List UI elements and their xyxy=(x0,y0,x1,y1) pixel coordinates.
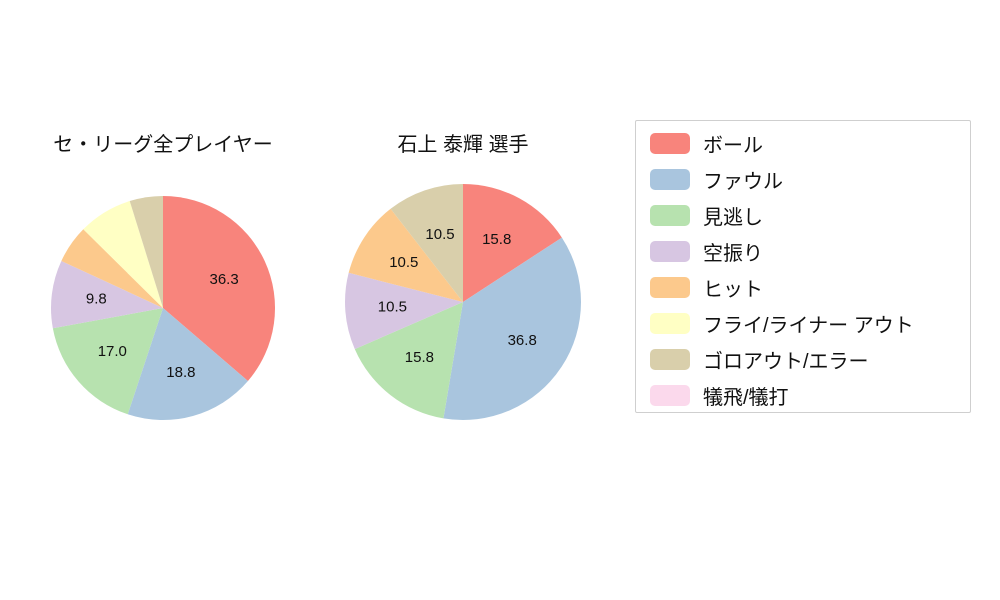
pie-slice xyxy=(354,302,463,419)
legend-item: フライ/ライナー アウト xyxy=(650,305,970,341)
legend-swatch xyxy=(650,276,690,298)
legend-label: ボール xyxy=(703,134,763,157)
pie-title-player: 石上 泰輝 選手 xyxy=(397,134,529,156)
pie-slice-value: 17.0 xyxy=(98,343,127,360)
pie-slice-value: 15.8 xyxy=(482,231,511,248)
pie-slice xyxy=(50,260,163,329)
legend-label: 見逃し xyxy=(703,206,763,229)
legend-swatch xyxy=(650,204,690,226)
legend-label: フライ/ライナー アウト xyxy=(703,315,914,338)
legend-item: ボール xyxy=(650,125,970,161)
legend-item: 見逃し xyxy=(650,197,970,233)
legend-label: 犠飛/犠打 xyxy=(703,387,789,410)
legend-box: ボールファウル見逃し空振りヒットフライ/ライナー アウト ゴロアウト/エラー 犠飛/… xyxy=(635,120,971,413)
pie-slice xyxy=(61,229,163,308)
legend-item: ゴロアウト/エラー xyxy=(650,342,970,378)
pie-chart-player: 15.8 36.8 15.8 10.5 10.5 10.5 xyxy=(345,184,581,420)
pie-slice-value: 36.8 xyxy=(508,332,537,349)
legend-item: ファウル xyxy=(650,161,970,197)
pie-slice-value: 10.5 xyxy=(425,226,454,243)
pie-title-league: セ・リーグ全プレイヤー xyxy=(53,134,273,156)
pie-slice xyxy=(348,208,463,302)
pie-slice-value: 36.3 xyxy=(209,271,238,288)
legend-item: 犠飛/犠打 xyxy=(650,378,970,414)
pie-slice-value: 10.5 xyxy=(378,299,407,316)
pie-slice xyxy=(83,201,163,308)
legend-swatch xyxy=(650,132,690,154)
pie-slice xyxy=(163,196,276,382)
legend-item: 空振り xyxy=(650,233,970,269)
pie-slice xyxy=(129,196,163,308)
legend-swatch xyxy=(650,313,690,335)
legend-item: ヒット xyxy=(650,269,970,305)
pie-chart-league: 36.3 18.8 17.0 9.8 xyxy=(50,196,276,421)
legend-label: 空振り xyxy=(703,242,763,265)
pie-slice-value: 9.8 xyxy=(86,291,107,308)
legend-swatch xyxy=(650,385,690,407)
pie-slice xyxy=(127,308,248,421)
legend-swatch xyxy=(650,168,690,190)
legend-label: ヒット xyxy=(703,278,763,301)
pie-slice xyxy=(463,184,562,302)
pie-slice-value: 18.8 xyxy=(166,364,195,381)
pie-slice xyxy=(390,184,463,302)
pie-slice-value: 15.8 xyxy=(405,349,434,366)
legend-label: ファウル xyxy=(703,170,783,193)
pie-slice xyxy=(443,237,581,420)
pie-slice xyxy=(52,308,163,415)
pie-slice-value: 10.5 xyxy=(389,254,418,271)
legend-label: ゴロアウト/エラー xyxy=(703,351,869,374)
legend-swatch xyxy=(650,349,690,371)
pie-slice xyxy=(345,272,463,350)
legend-swatch xyxy=(650,240,690,262)
